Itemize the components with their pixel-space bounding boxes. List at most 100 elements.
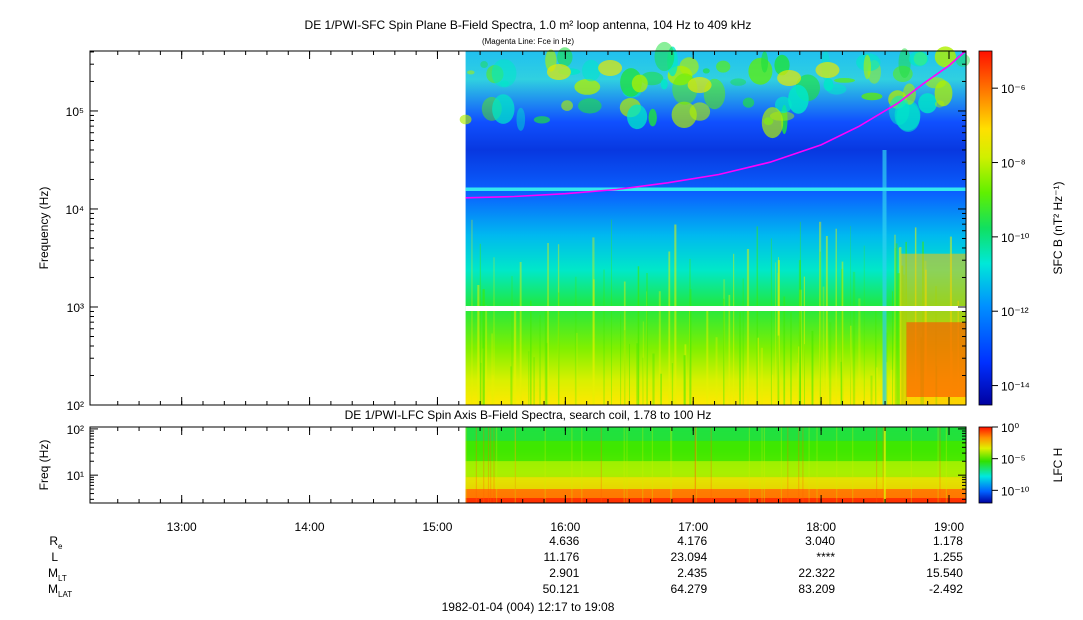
x-tick-label: 17:00 [678, 520, 708, 534]
streak [777, 272, 779, 405]
streak [574, 276, 577, 405]
streak [858, 298, 861, 405]
emission-blob [863, 54, 871, 80]
streak [894, 248, 896, 405]
streak [482, 289, 485, 405]
time-axis: 13:00 14:00 15:00 16:00 17:00 18:00 19:00 [117, 51, 964, 534]
emission-blob [491, 59, 517, 88]
streak [746, 249, 750, 405]
streak [646, 273, 648, 405]
streak [777, 260, 780, 405]
streak [886, 362, 888, 405]
streak [480, 362, 482, 405]
streak [511, 276, 513, 405]
streak [546, 342, 548, 405]
emission-blob [516, 107, 526, 131]
streak [770, 238, 772, 405]
emission-blob [774, 54, 790, 76]
streak [804, 344, 805, 405]
y-tick-label: 10⁵ [66, 105, 84, 119]
streak [802, 427, 804, 503]
ephemeris-value: 83.209 [798, 582, 835, 596]
streak [875, 307, 877, 405]
fce-line [465, 50, 967, 199]
emission-blob [582, 59, 601, 82]
streak [706, 306, 709, 405]
streak [850, 226, 851, 405]
colorbar1-label: SFC B (nT² Hz⁻¹) [1051, 182, 1065, 275]
emission-blob [934, 80, 953, 107]
colorbar1-gradient [978, 50, 993, 406]
colorbar-tick-label: 10⁻¹² [1001, 305, 1029, 319]
streak [892, 291, 893, 405]
streak [894, 234, 896, 405]
streak [890, 369, 893, 405]
y-tick-label: 10² [67, 399, 84, 413]
emission-blob [748, 57, 773, 85]
streak [739, 312, 741, 405]
footer-date-range: 1982-01-04 (004) 12:17 to 19:08 [442, 600, 615, 614]
panel1-subtitle: (Magenta Line: Fce in Hz) [482, 37, 574, 46]
streak [533, 357, 535, 405]
streak [514, 427, 516, 503]
ephemeris-value: **** [816, 550, 835, 564]
emission-blob [761, 107, 784, 139]
emission-blob [730, 78, 747, 86]
streak [870, 375, 873, 405]
emission-blob [574, 79, 601, 95]
streak [689, 307, 690, 405]
y-tick-label: 10⁴ [65, 203, 84, 217]
streak [530, 300, 532, 405]
streak [514, 427, 516, 503]
streak [652, 353, 655, 405]
streak [822, 286, 825, 405]
streak [544, 427, 546, 503]
streak [668, 251, 671, 405]
streak [895, 243, 898, 405]
ephemeris-value: -2.492 [929, 582, 963, 596]
streak [496, 427, 498, 503]
streak [491, 333, 493, 405]
streak [471, 219, 473, 405]
colorbar-tick-label: 10⁻⁵ [1001, 453, 1026, 467]
streak [819, 251, 821, 405]
streak [850, 325, 852, 405]
panel2-ylabel: Freq (Hz) [37, 440, 51, 491]
ephemeris-row-label: R [49, 534, 58, 548]
colorbar-tick-label: 10⁰ [1001, 421, 1019, 435]
y-tick-label: 10¹ [67, 469, 84, 483]
intensity-patch [777, 70, 802, 86]
ephemeris-value: 4.636 [549, 534, 579, 548]
emission-blob [631, 74, 648, 93]
intensity-patch [815, 62, 840, 78]
emission-blob [898, 48, 911, 78]
emission-blob [492, 94, 515, 124]
frequency-band [465, 461, 966, 478]
x-tick-label: 18:00 [806, 520, 836, 534]
streak [937, 427, 939, 503]
emission-blob [702, 68, 710, 74]
frequency-band [465, 489, 966, 499]
streak [715, 337, 718, 405]
ephemeris-row-label-sub: e [58, 542, 63, 551]
streak [876, 367, 878, 405]
streak [761, 427, 763, 503]
streak [558, 292, 560, 405]
streak [683, 355, 686, 405]
streak [620, 314, 622, 405]
streak [592, 237, 595, 405]
streak [576, 332, 578, 405]
ephemeris-value: 23.094 [671, 550, 708, 564]
emission-blob [459, 114, 472, 125]
streak [790, 312, 792, 405]
streak [528, 351, 530, 405]
streak [836, 427, 838, 503]
panel2-colorbar: 10⁰ 10⁻⁵ 10⁻¹⁰ LFC H [978, 421, 1065, 504]
x-tick-label: 16:00 [550, 520, 580, 534]
emission-blob [480, 61, 488, 68]
x-tick-label: 14:00 [295, 520, 325, 534]
emission-blob [467, 70, 475, 75]
streak [593, 279, 595, 405]
